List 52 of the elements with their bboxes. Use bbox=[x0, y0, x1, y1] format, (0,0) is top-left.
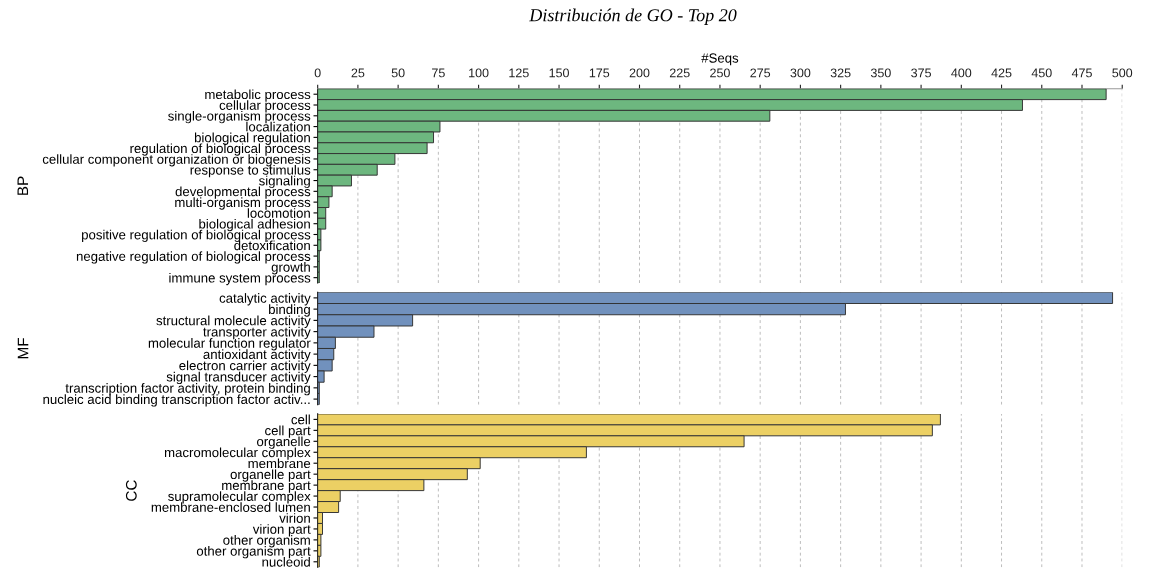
x-tick-label: 100 bbox=[469, 68, 489, 78]
x-tick-label: 425 bbox=[991, 68, 1012, 78]
y-tick-label: structural molecule activity bbox=[156, 315, 311, 328]
y-tick-label: organelle part bbox=[230, 469, 311, 482]
y-tick-label: virion part bbox=[252, 524, 311, 537]
y-tick-label: membrane-enclosed lumen bbox=[151, 502, 310, 512]
y-tick-label: growth bbox=[271, 262, 310, 275]
y-tick-label: macromolecular complex bbox=[164, 447, 311, 460]
x-tick-label: 200 bbox=[629, 68, 650, 78]
y-tick-label: supramolecular complex bbox=[168, 491, 311, 504]
x-tick-label: 325 bbox=[830, 68, 851, 78]
y-tick-label: cell part bbox=[265, 425, 311, 438]
x-tick-label: 400 bbox=[951, 68, 972, 78]
y-tick-label: locomotion bbox=[247, 208, 310, 218]
x-tick-label: 25 bbox=[351, 68, 365, 78]
x-tick-label: 250 bbox=[710, 68, 730, 78]
y-tick-label: negative regulation of biological process bbox=[76, 251, 311, 264]
y-tick-label: detoxification bbox=[234, 240, 310, 251]
x-tick-label: 350 bbox=[870, 68, 891, 78]
x-tick-label: 450 bbox=[1031, 68, 1052, 78]
chart-title: Distribución de GO - Top 20 bbox=[529, 8, 737, 25]
x-tick-label: 75 bbox=[432, 68, 445, 78]
x-tick-label: 175 bbox=[589, 68, 610, 78]
x-tick-label: 500 bbox=[1112, 68, 1133, 78]
x-tick-label: 0 bbox=[314, 68, 321, 78]
y-tick-label: other organism bbox=[223, 535, 310, 548]
x-tick-label: 375 bbox=[911, 68, 931, 78]
x-tick-label: 125 bbox=[509, 68, 529, 78]
y-tick-label: signaling bbox=[259, 175, 310, 189]
y-tick-label: nucleoid bbox=[262, 557, 310, 567]
x-tick-label: 225 bbox=[669, 68, 690, 78]
x-axis-title: #Seqs bbox=[701, 53, 739, 66]
y-tick-label: other organism part bbox=[196, 546, 311, 559]
y-tick-label: organelle bbox=[257, 436, 311, 449]
x-tick-label: 50 bbox=[391, 68, 405, 78]
y-tick-label: virion bbox=[279, 513, 310, 523]
y-tick-label: nucleic acid binding transcription factor activ... bbox=[43, 394, 310, 407]
y-tick-label: transporter activity bbox=[203, 326, 311, 340]
x-tick-label: 475 bbox=[1071, 68, 1092, 78]
x-tick-label: 300 bbox=[790, 68, 811, 78]
y-axis-title: BP bbox=[17, 176, 29, 195]
y-axis-title: MF bbox=[17, 338, 29, 359]
y-tick-label: cell bbox=[291, 414, 310, 425]
y-tick-label: metabolic process bbox=[205, 89, 311, 102]
y-axis-title: CC bbox=[125, 480, 137, 501]
y-tick-label: biological regulation bbox=[194, 132, 310, 145]
y-tick-label: binding bbox=[269, 304, 310, 317]
y-tick-label: antioxidant activity bbox=[203, 349, 311, 362]
y-tick-label: cellular process bbox=[219, 100, 311, 113]
x-tick-label: 150 bbox=[549, 68, 569, 78]
x-tick-label: 275 bbox=[750, 68, 771, 78]
y-tick-label: membrane bbox=[248, 458, 311, 469]
